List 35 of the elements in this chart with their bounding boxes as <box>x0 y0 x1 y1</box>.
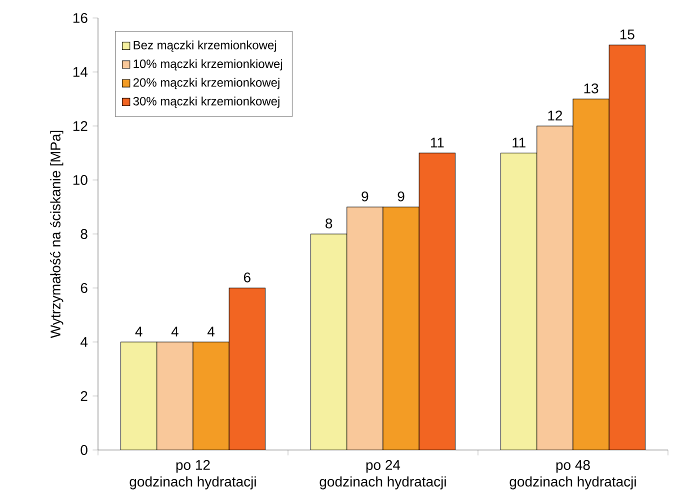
data-label: 4 <box>135 326 142 336</box>
y-tick-label: 12 <box>73 121 88 131</box>
legend-label: 10% mączki krzemionkiowej <box>134 59 282 70</box>
bar <box>608 44 646 450</box>
y-tick-label: 8 <box>80 229 88 239</box>
x-tick-label: po 48 godzinach hydratacji <box>510 460 636 490</box>
y-tick-label: 6 <box>80 283 88 293</box>
bar <box>228 288 266 450</box>
data-label: 6 <box>244 272 250 282</box>
legend-label: 30% mączki krzemionkowej <box>133 96 280 108</box>
x-tick-label: po 24 godzinach hydratacji <box>320 460 446 490</box>
y-tick-label: 14 <box>73 67 88 77</box>
bar <box>536 126 574 450</box>
y-tick-label: 0 <box>80 445 88 455</box>
data-label: 13 <box>584 83 598 94</box>
data-label: 9 <box>362 191 368 202</box>
bar <box>418 152 456 450</box>
bar <box>156 342 194 450</box>
x-tick-label: po 12 godzinach hydratacji <box>130 460 256 490</box>
legend-label: 20% mączki krzemionkowej <box>133 78 280 90</box>
y-axis-title: Wytrzymałość na ściskanie [MPa] <box>50 130 64 338</box>
data-label: 8 <box>326 218 332 228</box>
data-label: 15 <box>620 30 634 40</box>
legend-label: Bez mączki krzemionkowej <box>134 40 276 52</box>
bar <box>346 206 384 450</box>
y-tick-label: 10 <box>73 175 88 185</box>
data-label: 9 <box>398 191 404 202</box>
y-tick-label: 16 <box>73 13 88 23</box>
y-tick-label: 4 <box>80 337 88 347</box>
data-label: 11 <box>430 138 444 148</box>
data-label: 4 <box>171 326 178 336</box>
data-label: 12 <box>548 110 562 120</box>
y-tick-label: 2 <box>80 391 88 401</box>
data-label: 11 <box>512 138 526 148</box>
data-label: 4 <box>207 326 215 336</box>
